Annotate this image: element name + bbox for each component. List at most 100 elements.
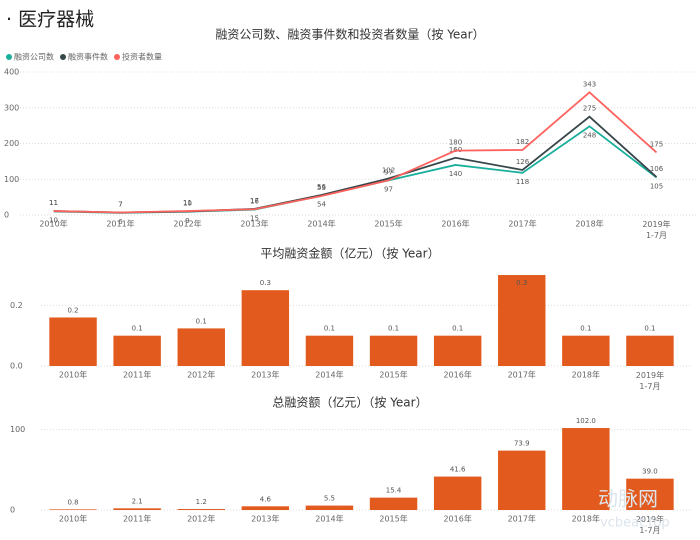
x-tick-label: 2010年: [59, 514, 87, 524]
bar: [433, 476, 482, 510]
x-tick-label: 2014年: [307, 219, 335, 229]
watermark: vcbeat.top: [600, 516, 670, 531]
x-tick-label: 2015年: [379, 514, 407, 524]
x-tick-label: 2012年: [187, 370, 215, 380]
legend-marker: [114, 54, 120, 60]
x-tick-label: 2015年: [374, 219, 402, 229]
data-label: 0.1: [324, 325, 335, 333]
data-label: 39.0: [642, 468, 658, 476]
y-tick-label: 300: [4, 103, 19, 112]
line: [53, 91, 658, 214]
chart-title: 平均融资金额（亿元）（按 Year）: [260, 246, 439, 261]
data-label: 5.5: [324, 495, 335, 503]
watermark: 动脉网: [598, 487, 658, 511]
data-label: 106: [650, 165, 664, 173]
x-tick-label: 2014年: [315, 514, 343, 524]
bar: [49, 317, 97, 366]
legend-marker: [60, 54, 66, 60]
data-label: 248: [583, 131, 596, 139]
data-label: 175: [650, 140, 663, 148]
bar: [562, 428, 610, 510]
x-tick-label: 2013年: [240, 219, 268, 229]
x-tick-label: 2013年: [251, 370, 279, 380]
x-tick-label: 2010年: [59, 370, 87, 380]
data-label: 11: [49, 199, 58, 207]
y-tick-label: 100: [10, 425, 25, 434]
bar: [562, 335, 610, 366]
data-label: 180: [449, 139, 462, 147]
data-label: 140: [449, 170, 462, 178]
bar: [498, 275, 546, 366]
x-tick-label: 2015年: [379, 370, 407, 380]
data-label: 275: [583, 105, 596, 113]
data-label: 4.6: [260, 495, 272, 503]
data-label: 97: [384, 168, 393, 176]
data-label: 53: [317, 184, 326, 192]
y-tick-label: 200: [4, 139, 19, 148]
data-label: 182: [516, 138, 529, 146]
data-label: 0.3: [516, 279, 527, 287]
bar: [498, 450, 546, 510]
x-tick-label: 2011年: [106, 219, 134, 229]
x-tick-label: 2012年: [187, 514, 215, 524]
data-label: 0.1: [388, 325, 399, 333]
x-tick-label: 2016年: [443, 370, 471, 380]
bar: [305, 335, 354, 366]
y-tick-label: 0: [4, 211, 9, 220]
x-tick-label: 2019年 1-7月: [642, 219, 670, 240]
data-label: 54: [317, 201, 326, 209]
legend-label: 投资者数量: [122, 52, 162, 62]
data-label: 1.2: [196, 498, 207, 506]
data-label: 0.1: [132, 325, 143, 333]
legend-label: 融资公司数: [14, 52, 54, 62]
bar: [305, 505, 354, 510]
x-tick-label: 2019年 1-7月: [636, 514, 664, 535]
data-label: 118: [516, 178, 529, 186]
data-label: 105: [650, 182, 663, 190]
x-tick-label: 2017年: [508, 219, 536, 229]
chart-title: 融资公司数、融资事件数和投资者数量（按 Year）: [215, 27, 484, 42]
x-tick-label: 2013年: [251, 514, 279, 524]
y-tick-label: 100: [4, 175, 19, 184]
y-tick-label: 0.0: [10, 362, 23, 371]
bar: [113, 335, 161, 366]
x-tick-label: 2014年: [315, 370, 343, 380]
bar: [626, 478, 674, 510]
data-label: 7: [118, 200, 122, 208]
data-label: 17: [250, 197, 259, 205]
x-tick-label: 2010年: [39, 219, 67, 229]
data-label: 343: [583, 80, 596, 88]
data-label: 0.2: [67, 306, 78, 314]
data-label: 126: [516, 158, 530, 166]
bar: [626, 335, 674, 366]
y-tick-label: 400: [4, 68, 19, 77]
data-label: 16: [250, 197, 259, 205]
bar: [177, 509, 225, 510]
x-tick-label: 2012年: [173, 219, 201, 229]
data-label: 102.0: [576, 417, 596, 425]
x-tick-label: 2011年: [123, 514, 151, 524]
data-label: 0.1: [580, 325, 591, 333]
x-tick-label: 2018年: [575, 219, 603, 229]
data-label: 7: [118, 200, 122, 208]
line: [53, 115, 658, 214]
bar: [177, 328, 225, 366]
data-label: 6: [118, 218, 123, 226]
legend-marker: [6, 54, 12, 60]
bar: [241, 290, 290, 366]
data-label: 11: [183, 199, 192, 207]
data-label: 2.1: [132, 497, 143, 505]
x-tick-label: 2019年 1-7月: [636, 370, 664, 391]
data-label: 0.3: [260, 279, 271, 287]
data-label: 10: [183, 199, 192, 207]
line: [53, 125, 658, 214]
bar: [433, 335, 482, 366]
x-tick-label: 2017年: [508, 514, 536, 524]
bar: [113, 508, 161, 510]
data-label: 0.1: [452, 325, 463, 333]
data-label: 15: [250, 215, 259, 223]
data-label: 73.9: [514, 440, 530, 448]
data-label: 97: [384, 185, 393, 193]
x-tick-label: 2011年: [123, 370, 151, 380]
